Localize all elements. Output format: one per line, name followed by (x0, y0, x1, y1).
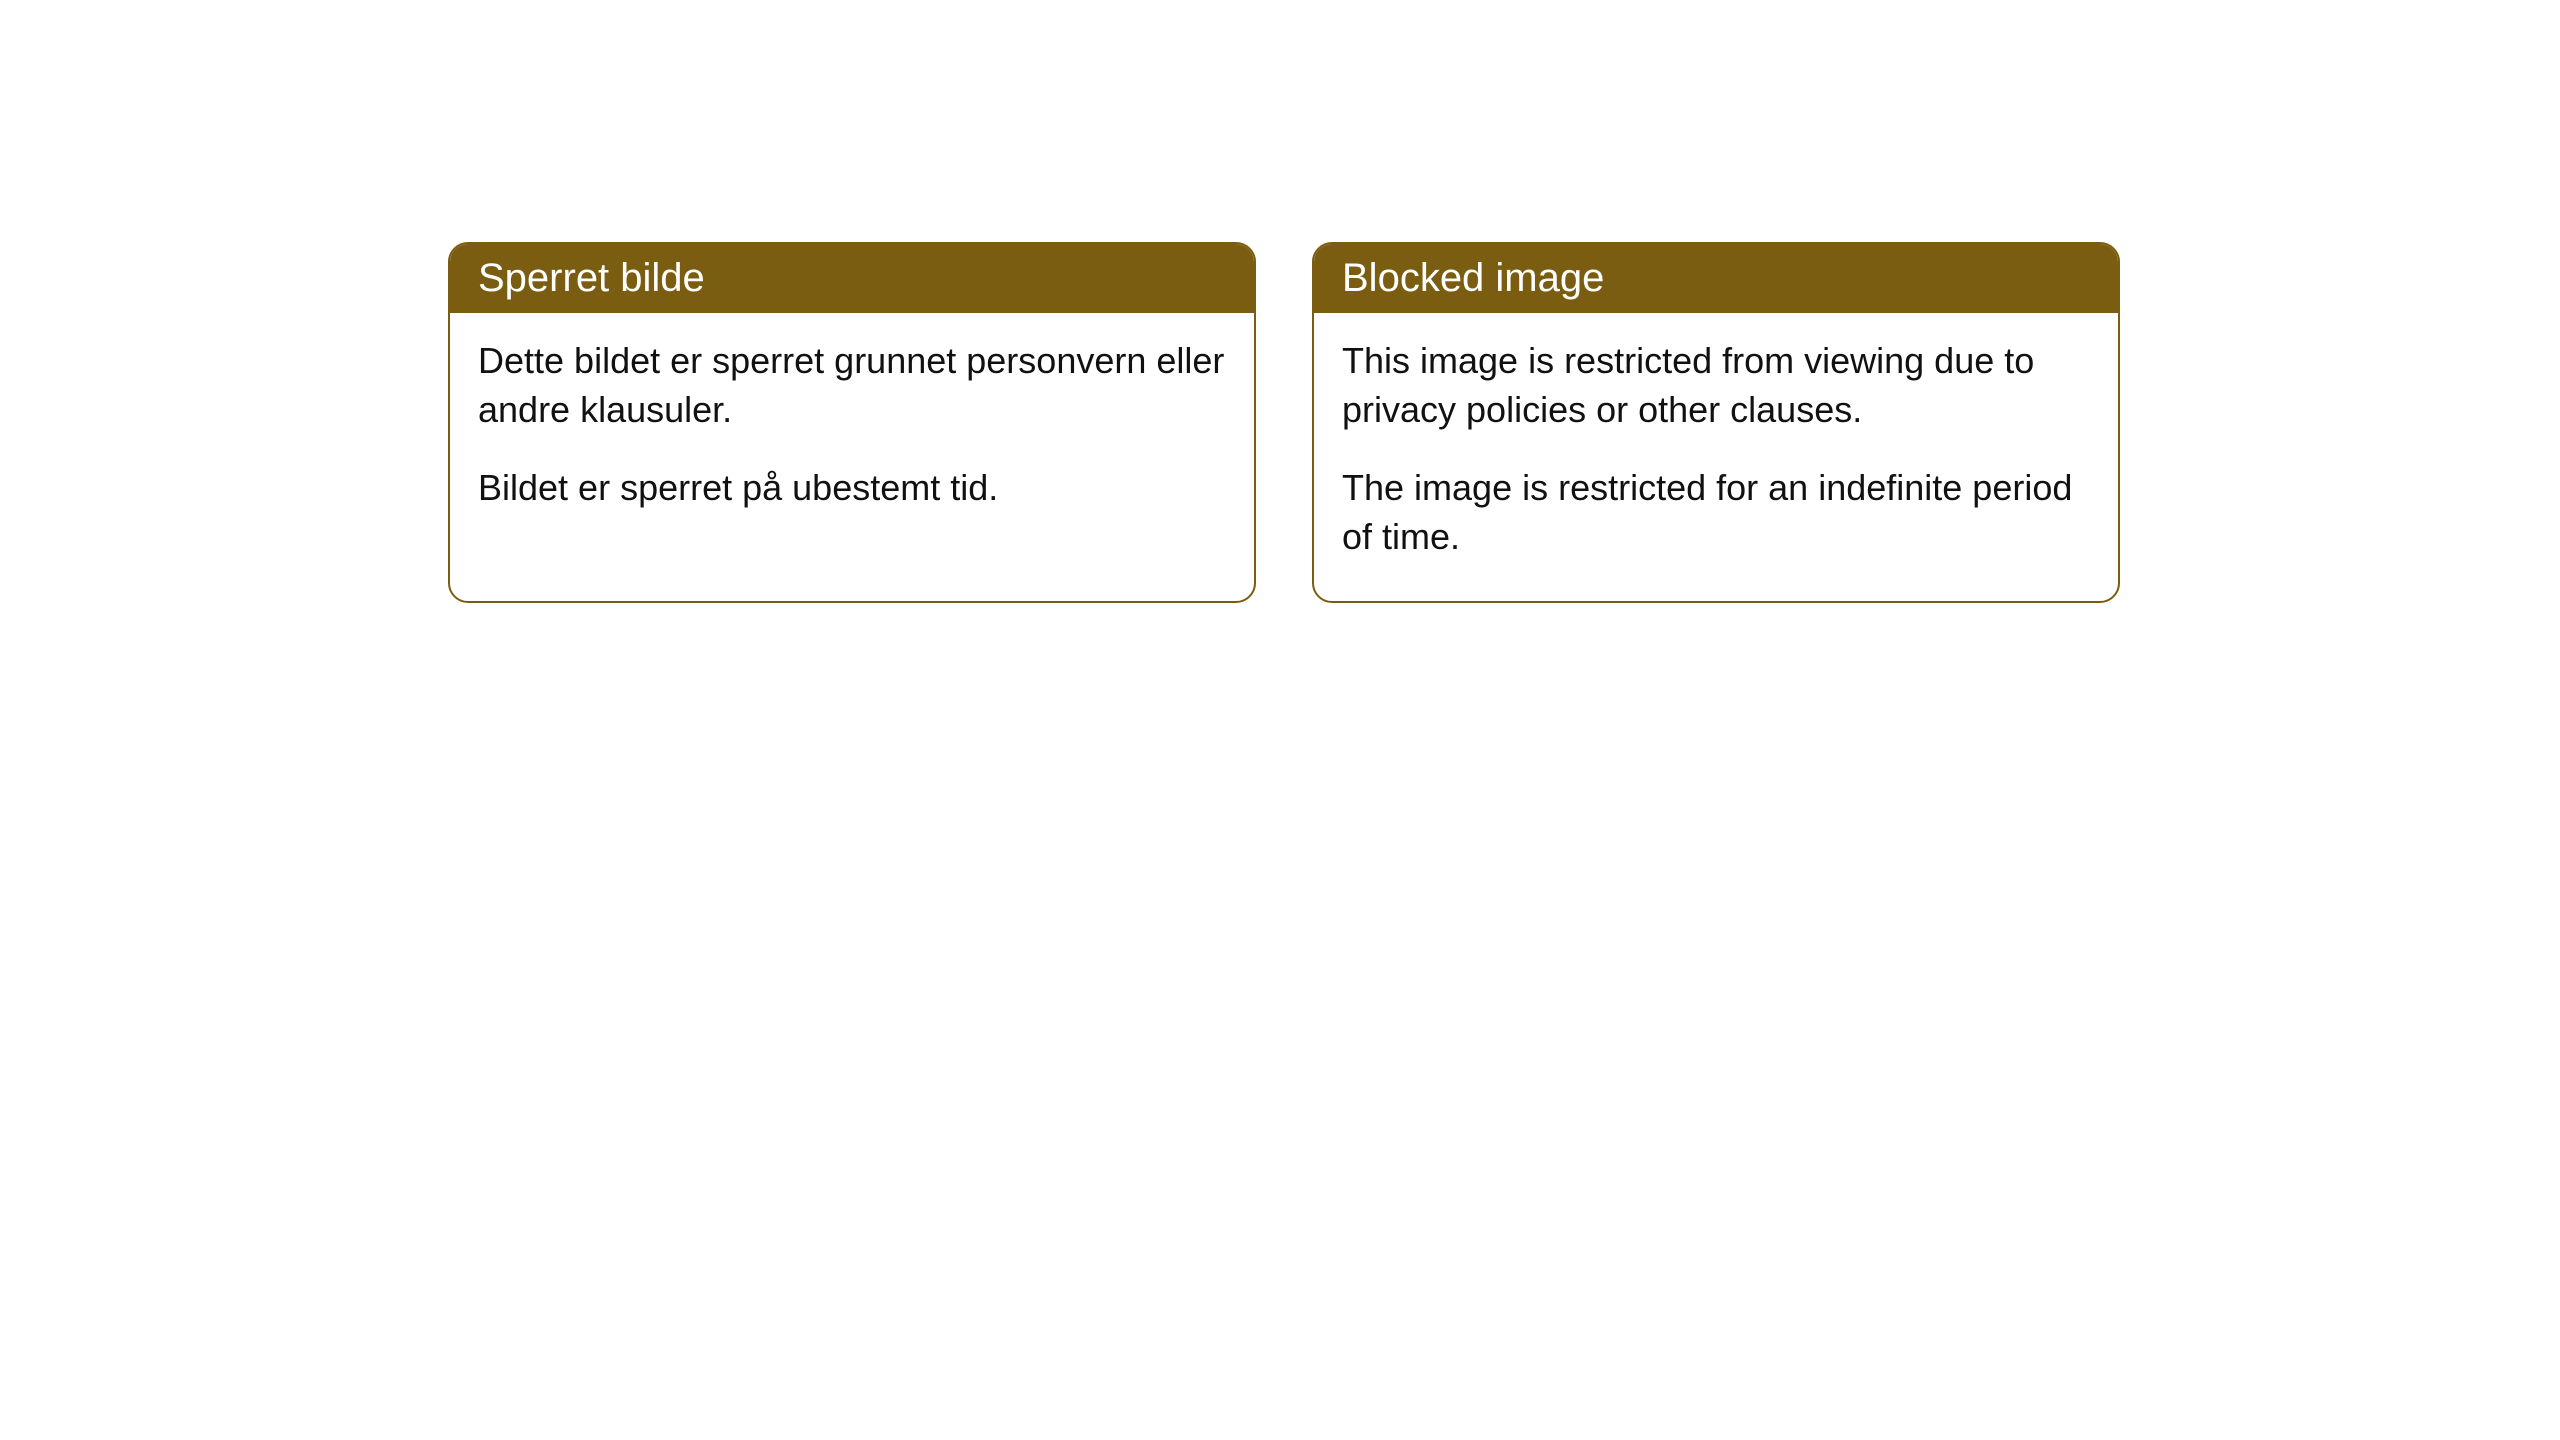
card-body: This image is restricted from viewing du… (1314, 313, 2118, 601)
card-paragraph: Dette bildet er sperret grunnet personve… (478, 337, 1226, 434)
card-header: Blocked image (1314, 244, 2118, 313)
blocked-image-card-english: Blocked image This image is restricted f… (1312, 242, 2120, 603)
blocked-image-card-norwegian: Sperret bilde Dette bildet er sperret gr… (448, 242, 1256, 603)
card-header: Sperret bilde (450, 244, 1254, 313)
card-paragraph: This image is restricted from viewing du… (1342, 337, 2090, 434)
notice-cards-container: Sperret bilde Dette bildet er sperret gr… (0, 0, 2560, 603)
card-paragraph: The image is restricted for an indefinit… (1342, 464, 2090, 561)
card-body: Dette bildet er sperret grunnet personve… (450, 313, 1254, 553)
card-paragraph: Bildet er sperret på ubestemt tid. (478, 464, 1226, 513)
